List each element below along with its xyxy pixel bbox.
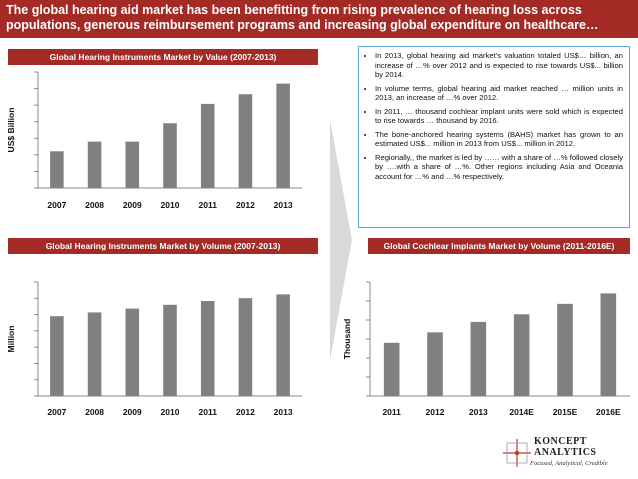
bar: [87, 312, 102, 396]
x-tick-label: 2014E: [509, 407, 534, 417]
x-tick-label: 2011: [382, 407, 401, 417]
cochlear-chart: Thousand 2011 2012 2013 2014E 2015E 2016E: [342, 281, 630, 417]
value-chart: US$ Billion 2007 2008 2009 2010 2011 2012 2013: [6, 71, 302, 210]
x-tick-label: 2013: [469, 407, 488, 417]
bar: [125, 141, 140, 188]
x-tick-label: 2013: [274, 407, 293, 417]
bar: [50, 316, 64, 396]
logo-name-line2: ANALYTICS: [534, 447, 597, 458]
bar: [383, 342, 400, 396]
bar: [200, 103, 215, 188]
cochlear-chart-title: Global Cochlear Implants Market by Volum…: [383, 241, 615, 251]
key-findings-list: In 2013, global hearing aid market’s val…: [365, 51, 623, 181]
header-banner: The global hearing aid market has been b…: [0, 0, 638, 38]
x-tick-label: 2010: [161, 407, 180, 417]
bar: [427, 332, 443, 396]
x-tick-label: 2007: [47, 200, 66, 210]
x-tick-label: 2013: [274, 200, 293, 210]
bar: [470, 321, 487, 396]
bar: [557, 303, 573, 396]
finding-item: The bone-anchored hearing systems (BAHS)…: [375, 130, 623, 149]
finding-item: Regionally,, the market is led by …… wit…: [375, 153, 623, 182]
volume-chart-title-bar: Global Hearing Instruments Market by Vol…: [8, 238, 318, 254]
x-tick-label: 2009: [123, 200, 142, 210]
bar: [276, 83, 290, 188]
finding-item: In volume terms, global hearing aid mark…: [375, 84, 623, 103]
y-axis-label: Thousand: [342, 319, 352, 360]
bar: [238, 298, 253, 396]
x-tick-label: 2012: [236, 407, 255, 417]
x-tick-label: 2016E: [596, 407, 621, 417]
bar: [163, 123, 177, 188]
cochlear-chart-title-bar: Global Cochlear Implants Market by Volum…: [368, 238, 630, 254]
bar: [200, 301, 215, 396]
x-tick-label: 2012: [426, 407, 445, 417]
x-tick-label: 2015E: [553, 407, 578, 417]
finding-item: In 2013, global hearing aid market’s val…: [375, 51, 623, 80]
company-logo: KONCEPT ANALYTICS Focused, Analytical, C…: [500, 434, 634, 476]
bar: [87, 141, 102, 188]
bar: [238, 94, 253, 188]
chevron-arrow-icon: [330, 120, 352, 360]
crosshair-logo-icon: [503, 439, 531, 467]
logo-tagline: Focused, Analytical, Credible: [530, 460, 608, 467]
page-title: The global hearing aid market has been b…: [6, 3, 599, 32]
y-axis-label: US$ Billion: [6, 108, 16, 153]
x-tick-label: 2010: [161, 200, 180, 210]
x-tick-label: 2009: [123, 407, 142, 417]
x-tick-label: 2007: [47, 407, 66, 417]
bar: [50, 151, 64, 188]
x-tick-label: 2011: [198, 407, 217, 417]
logo-name-line1: KONCEPT: [534, 436, 587, 447]
finding-item: In 2011, … thousand cochlear implant uni…: [375, 107, 623, 126]
bar: [513, 314, 530, 396]
bar: [600, 293, 617, 396]
bar: [276, 294, 290, 396]
value-chart-title: Global Hearing Instruments Market by Val…: [49, 52, 277, 62]
bar: [125, 308, 140, 396]
value-chart-title-bar: Global Hearing Instruments Market by Val…: [8, 49, 318, 65]
x-tick-label: 2008: [85, 407, 104, 417]
key-findings-box: In 2013, global hearing aid market’s val…: [358, 46, 630, 228]
x-tick-label: 2008: [85, 200, 104, 210]
x-tick-label: 2012: [236, 200, 255, 210]
x-tick-label: 2011: [198, 200, 217, 210]
volume-chart-title: Global Hearing Instruments Market by Vol…: [45, 241, 281, 251]
y-axis-label: Million: [6, 326, 16, 353]
volume-chart: Million 2007 2008 2009 2010 2011 2012 2013: [6, 281, 302, 417]
bar: [163, 304, 177, 396]
